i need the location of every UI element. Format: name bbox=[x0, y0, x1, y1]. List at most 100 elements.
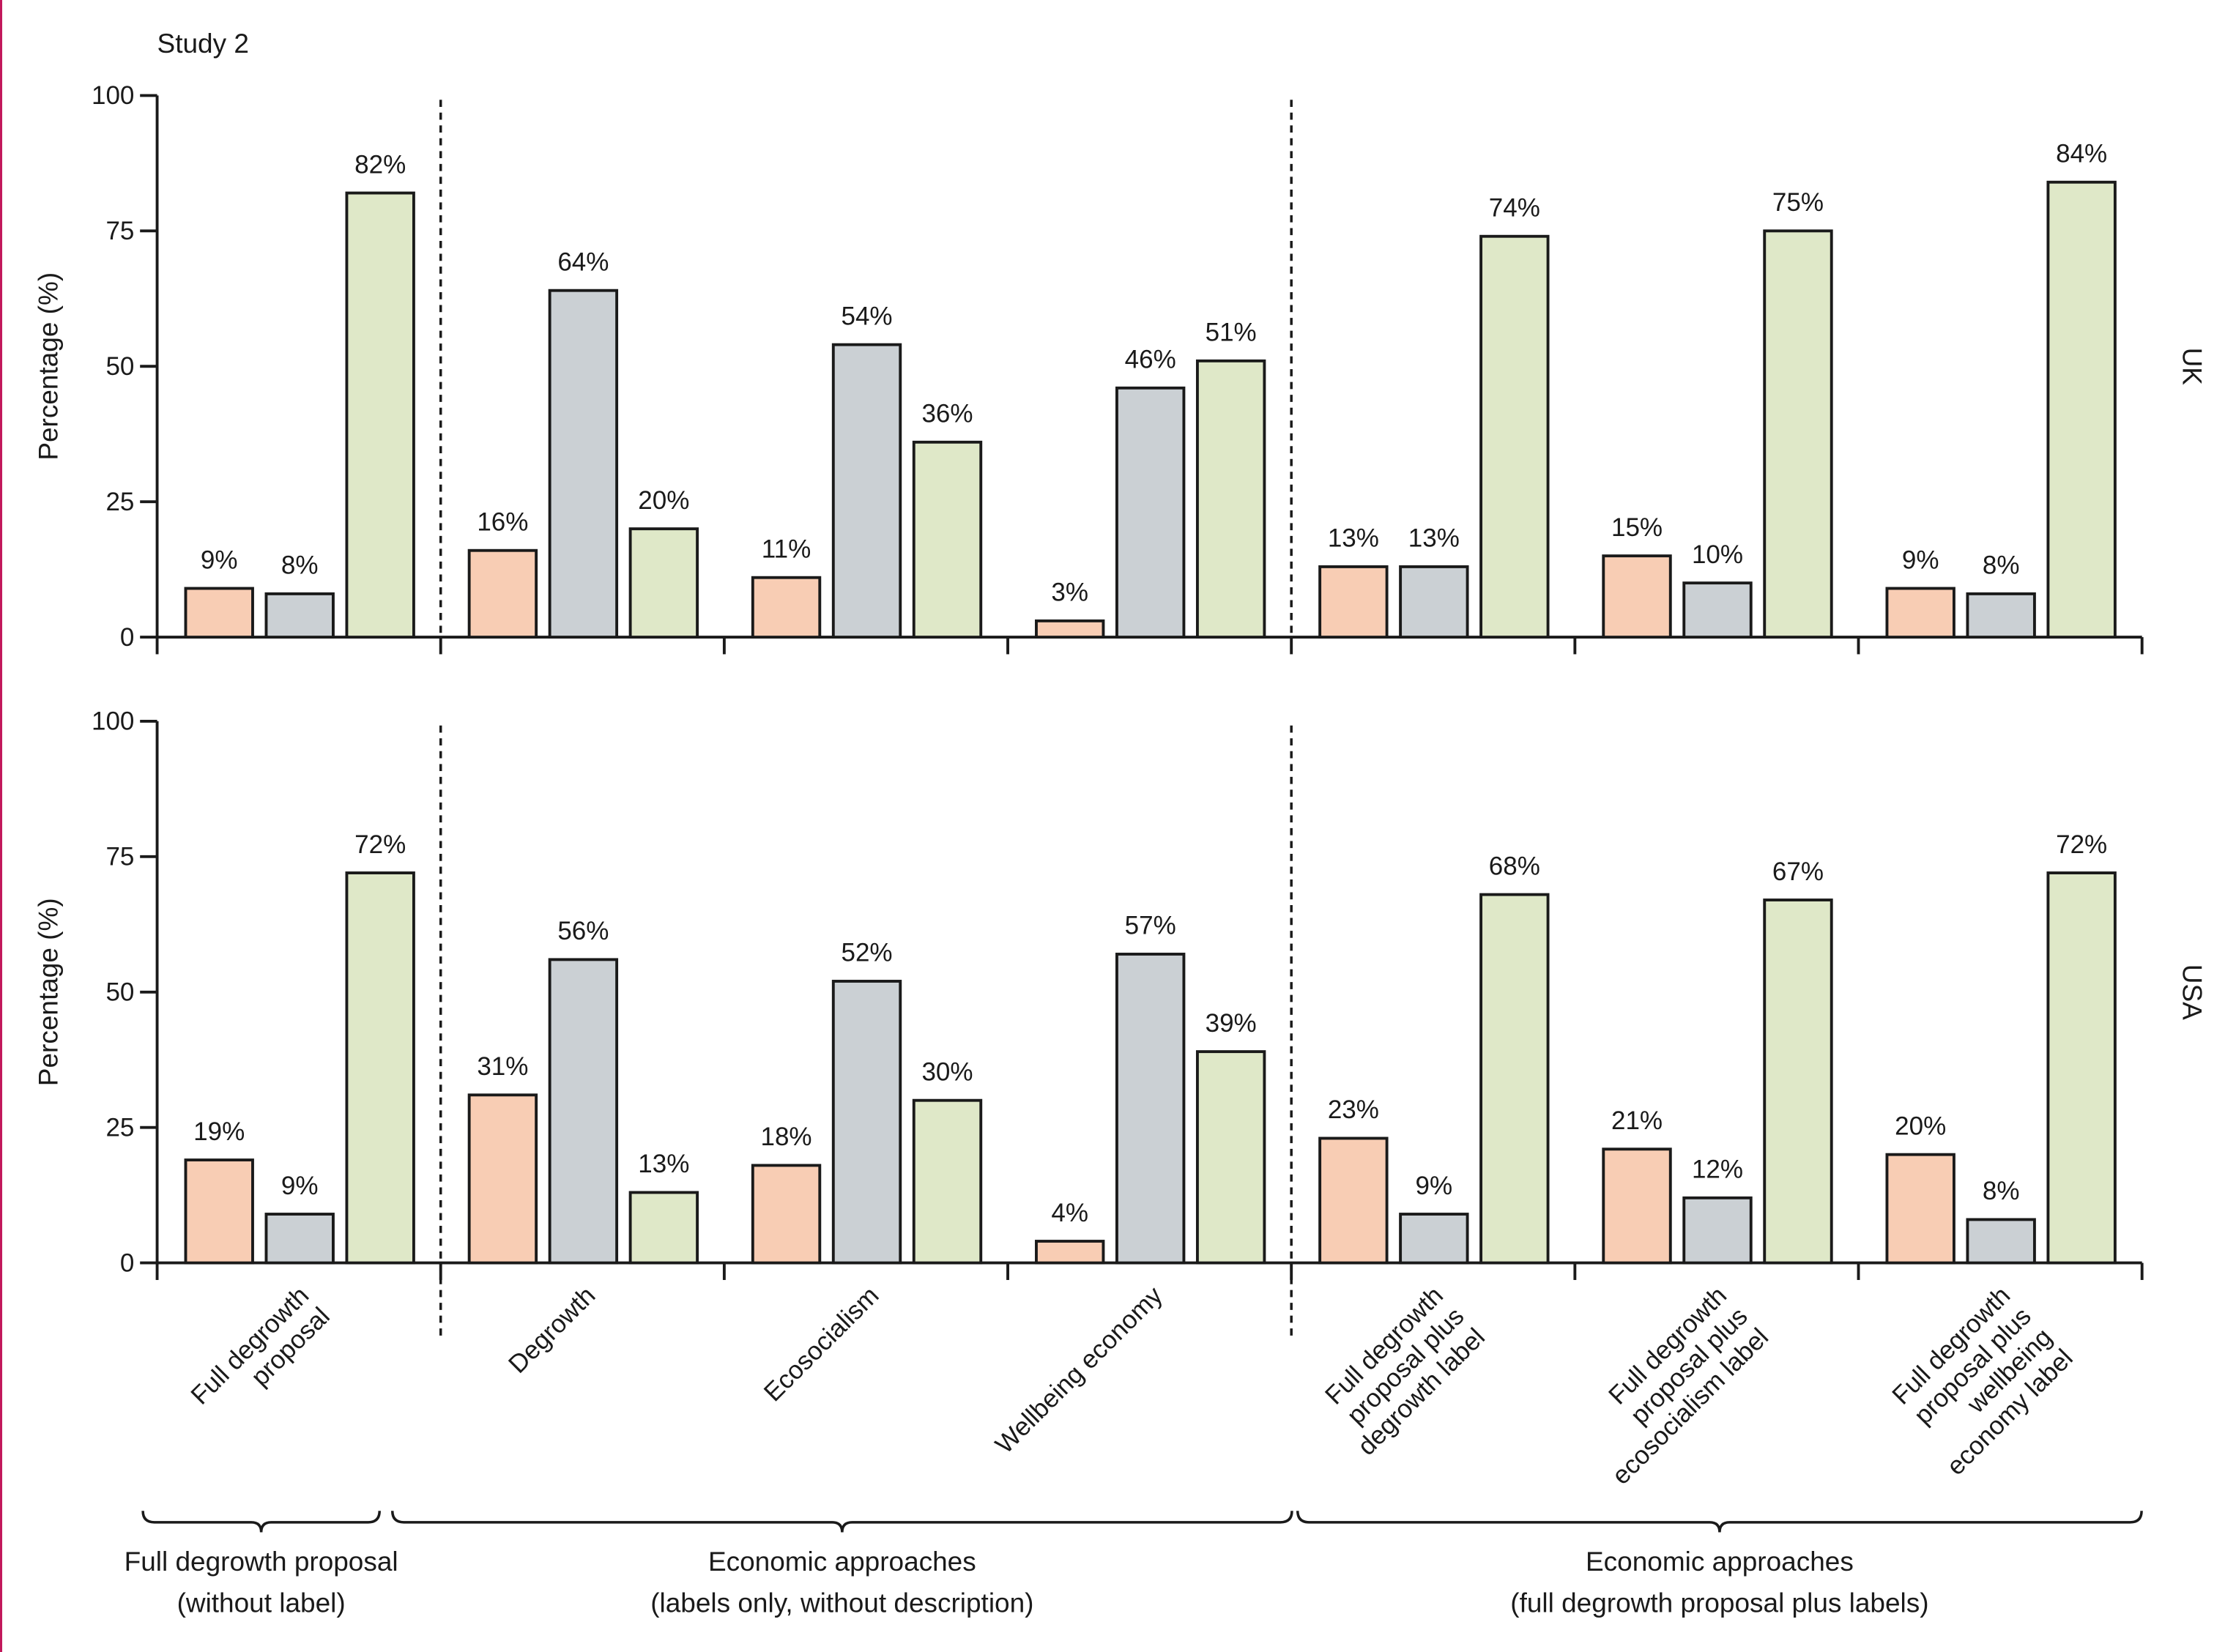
bar-value-label: 57% bbox=[1125, 912, 1176, 940]
bar-value-label: 30% bbox=[921, 1057, 973, 1086]
bar bbox=[1318, 565, 1389, 639]
bar-value-label: 20% bbox=[1895, 1112, 1946, 1140]
bar bbox=[628, 527, 699, 639]
group-sublabel: (labels only, without description) bbox=[650, 1588, 1033, 1618]
bar bbox=[345, 191, 415, 639]
bar bbox=[467, 1093, 538, 1265]
bar-value-label: 84% bbox=[2056, 140, 2107, 168]
bar bbox=[264, 1213, 335, 1265]
bar-value-label: 39% bbox=[1206, 1009, 1257, 1038]
bar bbox=[831, 343, 902, 639]
bar bbox=[264, 592, 335, 639]
bar bbox=[1115, 386, 1186, 639]
category-label-line: Ecosocialism bbox=[759, 1281, 885, 1407]
bar-value-label: 21% bbox=[1611, 1106, 1663, 1135]
bar-value-label: 82% bbox=[354, 150, 406, 179]
category-label: Full degrowthproposal bbox=[185, 1281, 335, 1431]
bar bbox=[1035, 1240, 1105, 1265]
bar-value-label: 20% bbox=[638, 486, 689, 515]
bar-value-label: 51% bbox=[1206, 319, 1257, 347]
bar bbox=[1885, 1153, 1955, 1265]
bar bbox=[2046, 871, 2117, 1265]
page-border bbox=[0, 0, 2, 1652]
bar-value-label: 72% bbox=[2056, 830, 2107, 859]
bar-value-label: 23% bbox=[1328, 1095, 1379, 1124]
y-tick-label: 100 bbox=[92, 81, 134, 110]
group-brace bbox=[1296, 1511, 2143, 1533]
y-tick-label: 75 bbox=[105, 843, 134, 871]
bar bbox=[1399, 565, 1469, 639]
bar-value-label: 8% bbox=[1983, 551, 2020, 580]
group-sublabel: (without label) bbox=[177, 1588, 346, 1618]
bar-value-label: 75% bbox=[1772, 188, 1824, 217]
y-tick-label: 25 bbox=[105, 488, 134, 516]
bar bbox=[184, 1158, 254, 1265]
bar-value-label: 46% bbox=[1125, 346, 1176, 374]
bar bbox=[912, 1098, 983, 1265]
y-tick-label: 25 bbox=[105, 1113, 134, 1142]
bar bbox=[1479, 893, 1550, 1265]
category-label: Ecosocialism bbox=[759, 1281, 885, 1407]
bar bbox=[751, 1164, 822, 1265]
group-label: Economic approaches bbox=[708, 1547, 976, 1577]
bar bbox=[548, 289, 619, 639]
bar bbox=[912, 440, 983, 639]
category-label: Degrowth bbox=[503, 1281, 601, 1379]
panel-label-uk: UK bbox=[2177, 348, 2207, 386]
bar bbox=[1602, 554, 1672, 639]
y-tick-label: 75 bbox=[105, 217, 134, 245]
bar bbox=[1966, 592, 2036, 639]
bar bbox=[184, 587, 254, 639]
bar-value-label: 56% bbox=[557, 917, 609, 945]
y-tick-label: 50 bbox=[105, 352, 134, 381]
bar bbox=[751, 576, 822, 639]
bar-value-label: 3% bbox=[1051, 578, 1088, 607]
bar bbox=[831, 980, 902, 1265]
group-label: Full degrowth proposal bbox=[125, 1547, 398, 1577]
bar bbox=[1115, 953, 1186, 1265]
y-axis-label: Percentage (%) bbox=[33, 898, 63, 1086]
bar bbox=[1479, 234, 1550, 639]
bar bbox=[1035, 619, 1105, 639]
bar-value-label: 64% bbox=[557, 248, 609, 276]
panel-label-usa: USA bbox=[2177, 964, 2207, 1020]
bar bbox=[1682, 1196, 1753, 1265]
bar bbox=[467, 548, 538, 639]
category-label: Full degrowthproposal pluswellbeingecono… bbox=[1879, 1281, 2079, 1481]
group-brace bbox=[390, 1511, 1293, 1533]
chart-title: Study 2 bbox=[157, 29, 249, 59]
category-label: Wellbeing economy bbox=[990, 1281, 1169, 1459]
y-tick-label: 100 bbox=[92, 707, 134, 736]
bar bbox=[1399, 1213, 1469, 1265]
bar-value-label: 8% bbox=[281, 551, 319, 580]
bar-value-label: 13% bbox=[1408, 524, 1460, 553]
bar bbox=[1318, 1136, 1389, 1265]
bar-value-label: 19% bbox=[193, 1117, 245, 1146]
bar-value-label: 15% bbox=[1611, 513, 1663, 542]
y-tick-label: 50 bbox=[105, 978, 134, 1006]
bar-value-label: 9% bbox=[201, 546, 238, 574]
bar-value-label: 54% bbox=[841, 302, 892, 330]
bar bbox=[1195, 1050, 1266, 1265]
bar bbox=[1763, 898, 1833, 1265]
bar-value-label: 8% bbox=[1983, 1177, 2020, 1205]
category-label: Full degrowthproposal plusdegrowth label bbox=[1310, 1281, 1490, 1461]
bar-value-label: 18% bbox=[761, 1123, 812, 1151]
bar bbox=[1885, 587, 1955, 639]
bar-value-label: 36% bbox=[921, 400, 973, 428]
bar-value-label: 11% bbox=[762, 535, 811, 563]
bar bbox=[345, 871, 415, 1265]
category-label: Full degrowthproposal plusecosocialism l… bbox=[1565, 1281, 1774, 1489]
group-label: Economic approaches bbox=[1586, 1547, 1854, 1577]
bar-value-label: 74% bbox=[1489, 193, 1540, 222]
bar bbox=[1602, 1147, 1672, 1265]
bar bbox=[548, 958, 619, 1265]
bar-value-label: 13% bbox=[1328, 524, 1379, 553]
bar-value-label: 16% bbox=[477, 507, 528, 536]
bar-value-label: 52% bbox=[841, 939, 892, 967]
bar bbox=[1763, 229, 1833, 639]
bar-value-label: 4% bbox=[1051, 1199, 1088, 1227]
bar-value-label: 9% bbox=[1416, 1172, 1453, 1200]
bar bbox=[1195, 359, 1266, 639]
